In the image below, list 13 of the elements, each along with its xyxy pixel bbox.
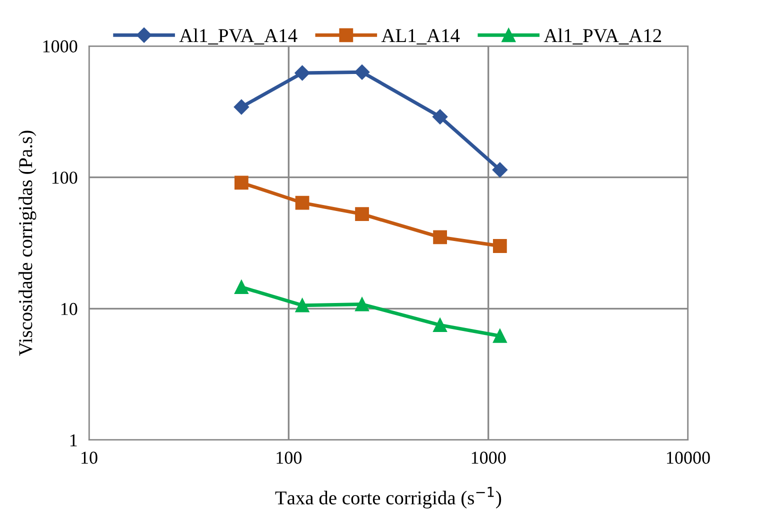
y-tick-label: 1000 <box>43 40 78 52</box>
y-axis-title: Viscosidade corrigidas (Pa.s) <box>18 130 36 356</box>
x-axis-title: Taxa de corte corrigida (s$^{−1}$) <box>275 486 502 508</box>
x-tick-label: 100 <box>276 452 302 464</box>
legend-label: Al1_PVA_A14 <box>179 28 298 44</box>
x-tick-label: 10000 <box>667 452 710 464</box>
x-tick-label: 10 <box>82 452 98 464</box>
y-tick-label: 100 <box>52 172 78 184</box>
legend-label: AL1_A14 <box>381 29 460 44</box>
y-tick-label: 10 <box>61 302 78 316</box>
legend-label: Al1_PVA_A12 <box>544 28 662 44</box>
y-tick-label: 1 <box>70 434 77 446</box>
x-tick-label: 1000 <box>472 452 506 464</box>
